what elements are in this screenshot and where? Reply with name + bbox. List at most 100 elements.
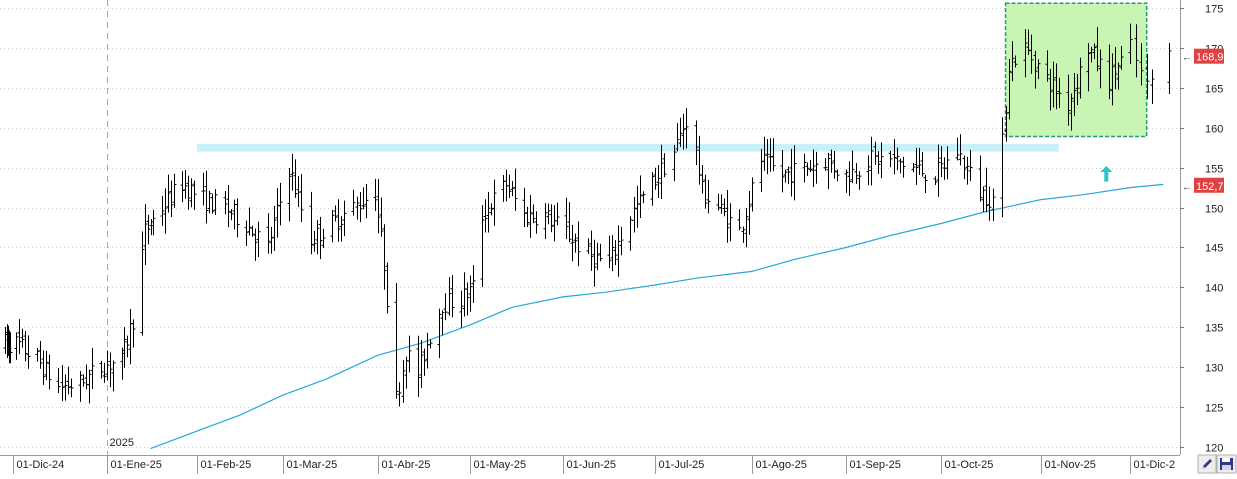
ohlc-bar bbox=[397, 382, 402, 407]
ohlc-bar bbox=[204, 170, 209, 224]
ohlc-bar bbox=[169, 180, 174, 218]
ohlc-bar bbox=[507, 174, 512, 199]
ohlc-bars-layer bbox=[3, 23, 1172, 407]
ohlc-bar bbox=[510, 180, 515, 197]
price-label-text: 152,73 bbox=[1196, 181, 1230, 193]
ohlc-bar bbox=[20, 328, 25, 348]
ohlc-bar bbox=[151, 209, 156, 236]
ohlc-bar bbox=[866, 155, 871, 186]
arrow-layer bbox=[1100, 166, 1113, 182]
ohlc-bar bbox=[299, 174, 304, 223]
ohlc-bar bbox=[814, 151, 819, 184]
ohlc-bar bbox=[780, 149, 785, 193]
ohlc-bar bbox=[744, 208, 749, 248]
ohlc-bar bbox=[480, 205, 485, 288]
ohlc-bar bbox=[401, 360, 406, 403]
ohlc-bar bbox=[385, 262, 390, 314]
ohlc-bar bbox=[741, 226, 746, 243]
ohlc-bar bbox=[131, 319, 136, 348]
x-tick-label: 01-Nov-25 bbox=[1045, 459, 1096, 471]
ohlc-bar bbox=[656, 165, 661, 198]
ohlc-bar bbox=[1092, 43, 1097, 60]
ohlc-bar bbox=[60, 365, 65, 402]
ohlc-bar bbox=[747, 191, 752, 235]
ohlc-bar bbox=[965, 156, 970, 185]
ohlc-bar bbox=[1095, 27, 1100, 72]
ohlc-bar bbox=[382, 224, 387, 290]
ohlc-bar bbox=[1048, 68, 1053, 111]
ohlc-bar bbox=[342, 200, 347, 237]
ohlc-bar bbox=[290, 153, 295, 191]
ohlc-bar bbox=[564, 197, 569, 240]
floppy-disk-icon[interactable] bbox=[1216, 454, 1237, 474]
ohlc-bar bbox=[351, 189, 356, 216]
ohlc-bar bbox=[586, 238, 591, 254]
ohlc-bar bbox=[607, 235, 612, 269]
ohlc-bar bbox=[1045, 50, 1050, 82]
ohlc-bar bbox=[492, 179, 497, 226]
y-tick-label: 145 bbox=[1205, 243, 1223, 255]
ohlc-bar bbox=[672, 144, 677, 182]
ohlc-bar bbox=[47, 354, 52, 390]
ohlc-bar bbox=[765, 139, 770, 175]
ohlc-bar bbox=[783, 169, 788, 183]
ohlc-bar bbox=[613, 240, 618, 266]
ohlc-bar bbox=[163, 188, 168, 234]
ohlc-bar bbox=[854, 163, 859, 184]
ohlc-bar bbox=[531, 204, 536, 224]
ohlc-bar bbox=[244, 220, 249, 247]
ohlc-bar bbox=[662, 153, 667, 178]
ohlc-bar bbox=[1150, 69, 1155, 104]
ohlc-bar bbox=[570, 224, 575, 262]
ohlc-bar bbox=[87, 369, 92, 404]
pencil-icon[interactable] bbox=[1197, 454, 1217, 474]
y-tick-label: 125 bbox=[1205, 403, 1223, 415]
y-tick-label: 150 bbox=[1205, 204, 1223, 216]
x-tick-label: 01-Feb-25 bbox=[201, 459, 252, 471]
ohlc-bar bbox=[675, 123, 680, 152]
ohlc-bar bbox=[407, 335, 412, 373]
range-box-layer bbox=[1004, 2, 1148, 138]
ohlc-bar bbox=[247, 207, 252, 236]
ohlc-bar bbox=[911, 162, 916, 173]
ohlc-bar bbox=[892, 139, 897, 175]
ohlc-bar bbox=[832, 151, 837, 179]
ohlc-bar bbox=[229, 208, 234, 221]
ohlc-bar bbox=[235, 198, 240, 238]
ohlc-bar bbox=[522, 187, 527, 228]
ohlc-bar bbox=[140, 231, 145, 336]
up-arrow-icon bbox=[1100, 166, 1113, 182]
ohlc-bar bbox=[847, 161, 852, 196]
ohlc-bar bbox=[339, 216, 344, 242]
ohlc-bar bbox=[38, 340, 43, 369]
ohlc-bar bbox=[722, 198, 727, 217]
y-tick-label: 165 bbox=[1205, 84, 1223, 96]
ohlc-bar bbox=[428, 339, 433, 349]
ohlc-bar bbox=[210, 193, 215, 214]
ohlc-bar bbox=[750, 177, 755, 212]
ohlc-bar bbox=[835, 169, 840, 182]
ohlc-bar bbox=[914, 147, 919, 185]
ohlc-bar bbox=[1069, 93, 1074, 131]
ohlc-bar bbox=[489, 203, 494, 216]
ohlc-bar bbox=[869, 136, 874, 186]
ohlc-bar bbox=[616, 225, 621, 277]
ohlc-bar bbox=[1128, 23, 1133, 65]
ohlc-bar bbox=[321, 228, 326, 249]
x-axis: 01-Dic-24 01-Ene-25 01-Feb-25 01-Mar-25 01-A… bbox=[13, 455, 1175, 474]
ohlc-bar bbox=[336, 199, 341, 242]
ohlc-bar bbox=[125, 335, 130, 358]
ohlc-bar bbox=[543, 203, 548, 240]
ohlc-bar bbox=[984, 167, 989, 213]
ohlc-bar bbox=[269, 226, 274, 254]
ohlc-bar bbox=[312, 230, 317, 252]
ohlc-bar bbox=[63, 374, 68, 401]
ohlc-bar bbox=[41, 350, 46, 385]
ohlc-bar bbox=[1145, 53, 1150, 99]
ohlc-bar bbox=[576, 221, 581, 267]
ohlc-bar bbox=[653, 167, 658, 190]
resistance-band bbox=[197, 143, 1059, 152]
ohlc-bar bbox=[8, 332, 13, 364]
ohlc-bar bbox=[1036, 59, 1041, 80]
